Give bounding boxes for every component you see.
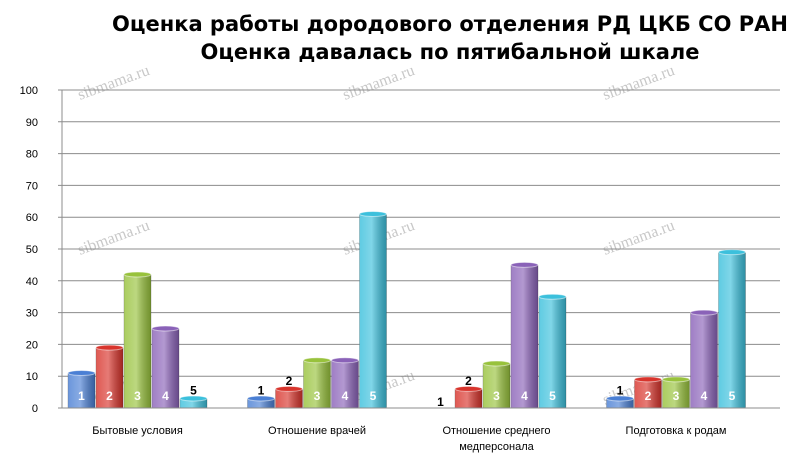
bar-top bbox=[662, 376, 690, 383]
watermark-text: sibmama.ru bbox=[76, 217, 152, 259]
bar-data-label: 3 bbox=[314, 389, 321, 403]
y-tick-label: 60 bbox=[26, 212, 38, 224]
bar-shade bbox=[483, 363, 510, 408]
y-tick-label: 20 bbox=[26, 339, 38, 351]
bar-labels: 1 2 3 4 5 1 2 3 4 5 1 2 3 4 5 1 2 3 4 5 bbox=[78, 374, 736, 409]
bar-top bbox=[247, 395, 275, 402]
bar-top bbox=[151, 325, 180, 332]
bar-data-label: 1 bbox=[258, 383, 265, 397]
chart-subtitle: Оценка давалась по пятибальной шкале bbox=[200, 40, 700, 64]
y-tick-label: 30 bbox=[26, 308, 38, 320]
bar-shade bbox=[303, 360, 331, 408]
bar-data-label: 5 bbox=[729, 389, 736, 403]
bar-shade bbox=[124, 274, 151, 408]
bar-top bbox=[275, 385, 303, 392]
bar-shade bbox=[634, 379, 662, 408]
y-tick-label: 90 bbox=[26, 117, 38, 129]
bars bbox=[67, 211, 746, 409]
y-tick-label: 40 bbox=[26, 276, 38, 288]
bar-data-label: 3 bbox=[493, 389, 500, 403]
y-tick-label: 50 bbox=[26, 244, 38, 256]
bar-shade bbox=[455, 388, 482, 408]
bar-top bbox=[454, 385, 483, 392]
bar-top bbox=[690, 309, 718, 316]
bar-shade bbox=[275, 388, 303, 408]
bar-shade bbox=[68, 373, 95, 408]
y-tick-label: 0 bbox=[32, 403, 38, 415]
bar-data-label: 4 bbox=[521, 389, 528, 403]
bar-top bbox=[179, 395, 208, 402]
x-axis: Бытовые условия Отношение врачей Отношение… bbox=[62, 407, 780, 453]
bar-shade bbox=[690, 312, 718, 408]
bar-top bbox=[303, 357, 331, 364]
bar-top bbox=[331, 357, 359, 364]
x-category-label: Бытовые условия bbox=[92, 425, 183, 437]
bar-top bbox=[634, 376, 662, 383]
y-tick-label: 10 bbox=[26, 371, 38, 383]
bar-top bbox=[123, 271, 152, 278]
bar-top bbox=[95, 344, 124, 351]
x-category-label: Подготовка к родам bbox=[626, 425, 727, 437]
watermark-text: sibmama.ru bbox=[76, 62, 152, 104]
bar-data-label: 4 bbox=[162, 389, 169, 403]
bar-top bbox=[510, 261, 539, 268]
bar-data-label: 4 bbox=[701, 389, 708, 403]
bar-data-label: 5 bbox=[549, 389, 556, 403]
watermark-text: sibmama.ru bbox=[601, 62, 677, 104]
y-tick-label: 80 bbox=[26, 149, 38, 161]
bar-top bbox=[482, 360, 511, 367]
bar-top bbox=[718, 249, 746, 256]
bar-shade bbox=[359, 214, 387, 408]
watermark-text: sibmama.ru bbox=[601, 217, 677, 259]
bar-top bbox=[67, 370, 96, 377]
bar-data-label: 1 bbox=[437, 395, 444, 409]
bar-top bbox=[359, 211, 387, 218]
bar-shade bbox=[539, 296, 566, 408]
bar-shade bbox=[152, 328, 179, 408]
bar-shade bbox=[511, 264, 538, 408]
bar-data-label: 4 bbox=[342, 389, 349, 403]
bar-data-label: 2 bbox=[286, 374, 293, 388]
y-axis: 0 10 20 30 40 50 60 70 80 90 100 bbox=[20, 85, 63, 415]
bar-data-label: 2 bbox=[106, 389, 113, 403]
bar-top bbox=[606, 395, 634, 402]
bar-data-label: 1 bbox=[617, 383, 624, 397]
x-category-label: Отношение врачей bbox=[268, 425, 366, 437]
bar-data-label: 5 bbox=[370, 389, 377, 403]
bar-shade bbox=[331, 360, 359, 408]
bar-data-label: 1 bbox=[78, 389, 85, 403]
y-tick-label: 100 bbox=[20, 85, 38, 97]
bar-shade bbox=[662, 379, 690, 408]
y-tick-label: 70 bbox=[26, 180, 38, 192]
bar-data-label: 5 bbox=[190, 383, 197, 397]
bar-top bbox=[538, 293, 567, 300]
x-category-label: Отношение среднего bbox=[442, 425, 550, 437]
x-category-label: медперсонала bbox=[459, 441, 534, 453]
bar-data-label: 2 bbox=[465, 374, 472, 388]
bar-data-label: 2 bbox=[645, 389, 652, 403]
chart-title: Оценка работы дородового отделения РД ЦК… bbox=[112, 12, 788, 36]
chart-title-block: Оценка работы дородового отделения РД ЦК… bbox=[0, 10, 800, 66]
bar-shade bbox=[718, 252, 746, 408]
watermark-text: sibmama.ru bbox=[341, 62, 417, 104]
bar-shade bbox=[96, 347, 123, 408]
bar-data-label: 3 bbox=[134, 389, 141, 403]
bar-data-label: 3 bbox=[673, 389, 680, 403]
